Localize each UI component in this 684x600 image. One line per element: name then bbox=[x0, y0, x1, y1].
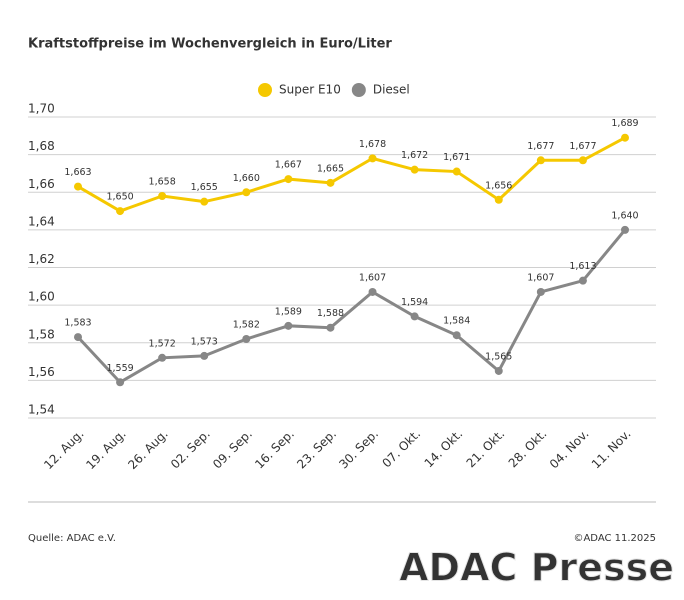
data-point bbox=[284, 321, 293, 330]
data-label: 1,665 bbox=[317, 163, 344, 174]
data-label: 1,656 bbox=[485, 180, 512, 191]
data-label: 1,572 bbox=[149, 338, 176, 349]
legend-marker bbox=[258, 83, 272, 97]
series-line bbox=[76, 228, 627, 385]
data-label: 1,565 bbox=[485, 351, 512, 362]
data-label: 1,583 bbox=[64, 318, 91, 329]
data-point bbox=[242, 188, 251, 197]
data-point bbox=[368, 287, 377, 296]
source: Quelle: ADAC e.V. bbox=[28, 533, 116, 544]
x-tick-label: 12. Aug. bbox=[41, 427, 86, 472]
y-tick-label: 1,56 bbox=[28, 365, 55, 379]
data-label: 1,559 bbox=[106, 363, 133, 374]
chart-title: Kraftstoffpreise im Wochenvergleich in E… bbox=[28, 37, 392, 52]
data-label: 1,660 bbox=[233, 173, 260, 184]
data-label: 1,584 bbox=[443, 316, 470, 327]
data-point bbox=[242, 334, 251, 343]
data-label: 1,613 bbox=[569, 261, 596, 272]
data-label: 1,655 bbox=[191, 182, 218, 193]
data-label: 1,667 bbox=[275, 160, 302, 171]
x-tick-label: 14. Okt. bbox=[422, 427, 466, 471]
data-label: 1,573 bbox=[191, 336, 218, 347]
data-point bbox=[368, 154, 377, 163]
x-tick-label: 16. Sep. bbox=[252, 427, 297, 472]
data-label: 1,607 bbox=[527, 272, 554, 283]
data-point bbox=[200, 351, 209, 360]
data-point bbox=[158, 192, 167, 201]
data-label: 1,678 bbox=[359, 139, 386, 150]
legend-label: Diesel bbox=[373, 83, 410, 97]
data-point bbox=[284, 175, 293, 184]
x-tick-label: 19. Aug. bbox=[83, 427, 128, 472]
data-label: 1,588 bbox=[317, 308, 344, 319]
data-label: 1,677 bbox=[527, 141, 554, 152]
data-point bbox=[621, 133, 629, 142]
data-point bbox=[158, 353, 167, 362]
data-label: 1,677 bbox=[569, 141, 596, 152]
legend-marker bbox=[351, 83, 366, 97]
y-tick-label: 1,68 bbox=[28, 139, 55, 153]
data-label: 1,689 bbox=[611, 118, 638, 129]
x-tick-label: 09. Sep. bbox=[210, 427, 255, 472]
data-point bbox=[452, 331, 461, 340]
copyright: ©ADAC 11.2025 bbox=[573, 533, 656, 544]
x-tick-label: 23. Sep. bbox=[294, 427, 339, 472]
data-label: 1,640 bbox=[611, 210, 638, 221]
data-label: 1,672 bbox=[401, 150, 428, 161]
data-label: 1,582 bbox=[233, 319, 260, 330]
y-tick-label: 1,58 bbox=[28, 327, 55, 341]
data-point bbox=[326, 323, 335, 332]
x-tick-label: 30. Sep. bbox=[336, 427, 381, 472]
y-tick-label: 1,62 bbox=[28, 252, 55, 266]
x-tick-label: 02. Sep. bbox=[168, 427, 213, 472]
data-point bbox=[410, 165, 419, 174]
y-tick-label: 1,60 bbox=[28, 290, 55, 304]
data-point bbox=[410, 312, 419, 321]
data-point bbox=[452, 167, 461, 176]
data-point bbox=[578, 276, 587, 285]
data-label: 1,589 bbox=[275, 306, 302, 317]
data-point bbox=[116, 207, 125, 216]
data-label: 1,594 bbox=[401, 297, 428, 308]
data-point bbox=[326, 178, 335, 187]
data-label: 1,607 bbox=[359, 272, 386, 283]
x-tick-label: 07. Okt. bbox=[380, 427, 424, 471]
data-point bbox=[536, 156, 545, 165]
x-tick-label: 11. Nov. bbox=[589, 427, 634, 472]
data-point bbox=[621, 225, 629, 234]
series-line bbox=[77, 136, 626, 213]
y-tick-label: 1,64 bbox=[28, 214, 55, 228]
x-tick-label: 26. Aug. bbox=[125, 427, 170, 472]
data-point bbox=[200, 197, 209, 206]
x-tick-label: 04. Nov. bbox=[547, 427, 592, 472]
legend-label: Super E10 bbox=[279, 83, 341, 97]
data-label: 1,671 bbox=[443, 152, 470, 163]
x-tick-label: 21. Okt. bbox=[464, 427, 508, 471]
data-point bbox=[494, 195, 503, 204]
data-label: 1,658 bbox=[149, 177, 176, 188]
data-point bbox=[494, 366, 503, 375]
data-point bbox=[74, 182, 82, 191]
data-point bbox=[74, 333, 82, 342]
y-tick-label: 1,54 bbox=[28, 403, 55, 417]
watermark: ADAC Presse bbox=[399, 546, 674, 590]
data-point bbox=[578, 156, 587, 165]
data-point bbox=[116, 378, 125, 387]
data-label: 1,650 bbox=[106, 192, 133, 203]
data-label: 1,663 bbox=[64, 167, 91, 178]
y-tick-label: 1,66 bbox=[28, 177, 55, 191]
y-tick-label: 1,70 bbox=[28, 102, 55, 116]
data-point bbox=[536, 287, 545, 296]
x-tick-label: 28. Okt. bbox=[506, 427, 550, 471]
